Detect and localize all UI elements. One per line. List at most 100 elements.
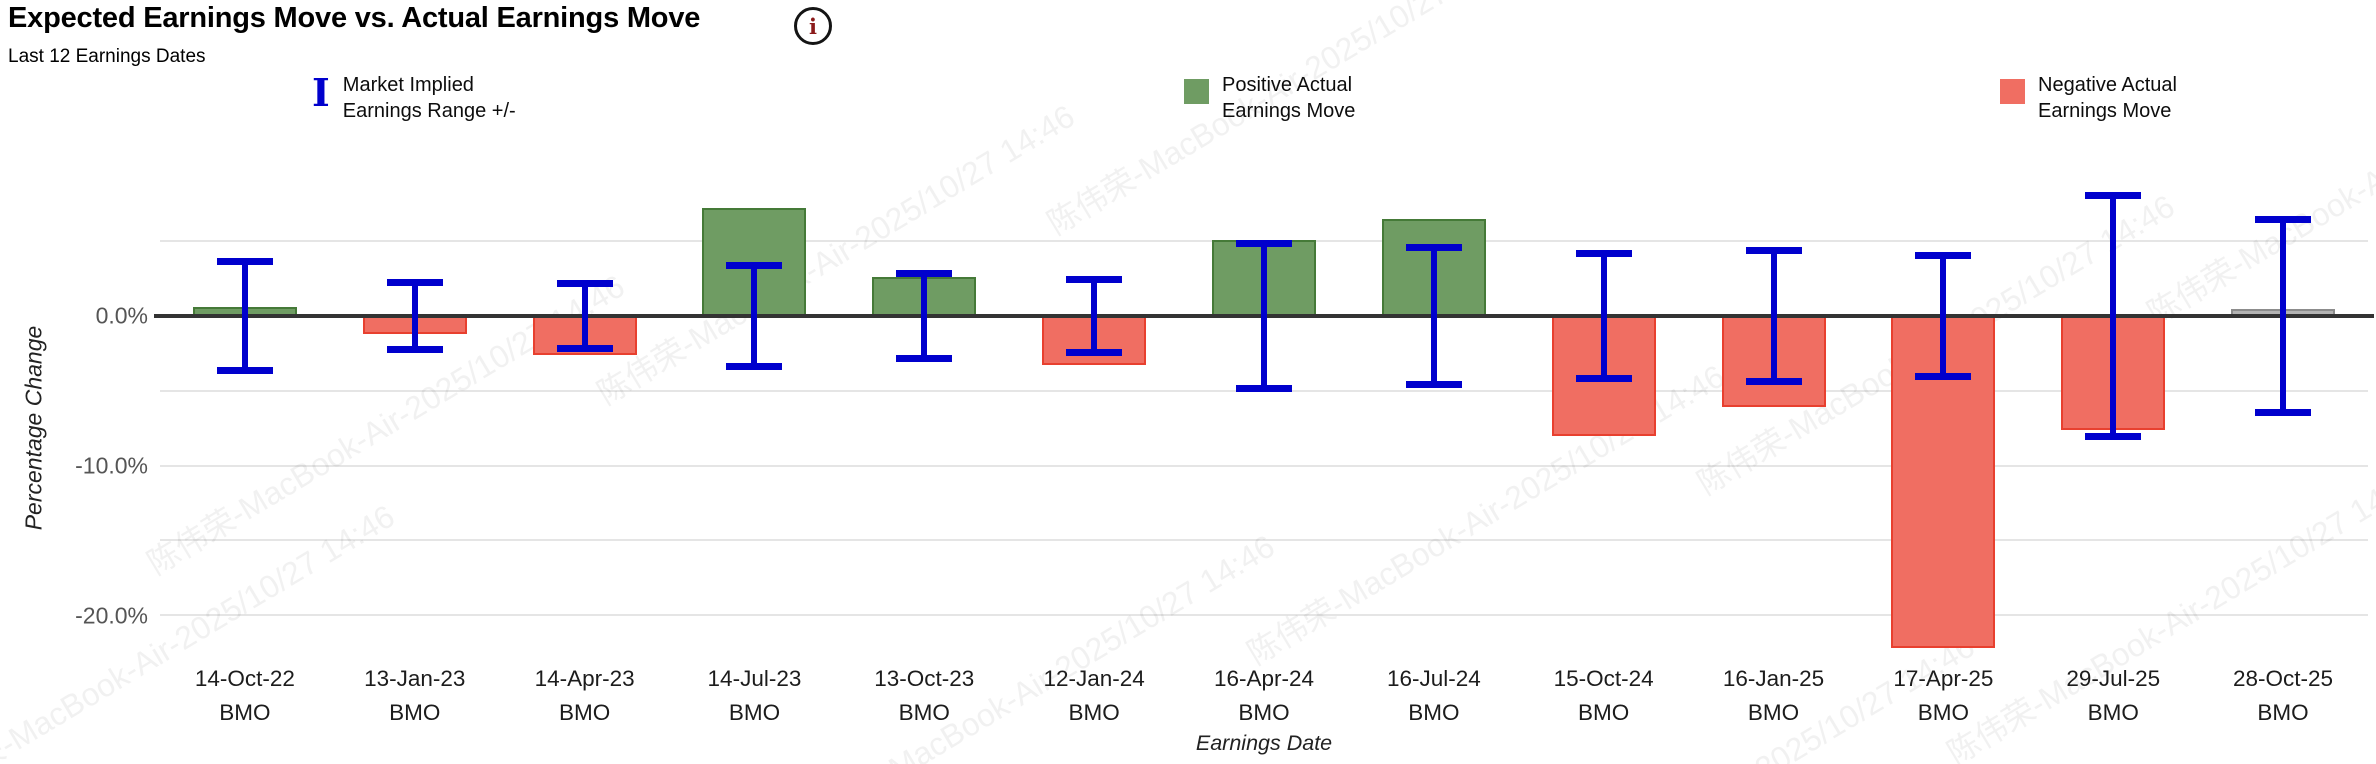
earnings-date-label: 17-Apr-25 <box>1893 666 1994 691</box>
plot-area <box>154 130 2374 656</box>
x-tick-label-28-Oct-25: 28-Oct-25 BMO <box>2193 662 2373 730</box>
session-label: BMO <box>1917 699 1969 725</box>
errorbar-top-cap <box>2255 215 2312 223</box>
y-tick-neg20: -20.0% <box>75 602 148 629</box>
info-icon[interactable]: i <box>794 7 832 45</box>
earnings-date-label: 16-Jul-24 <box>1386 666 1481 691</box>
page-title: Expected Earnings Move vs. Actual Earnin… <box>8 2 701 34</box>
legend-label: Positive Actual Earnings Move <box>1222 74 1356 123</box>
errorbar-bottom-cap <box>2255 409 2312 417</box>
x-tick-label-15-Oct-24: 15-Oct-24 BMO <box>1514 662 1694 730</box>
chart-subtitle: Last 12 Earnings Dates <box>8 46 206 67</box>
earnings-date-label: 14-Oct-22 <box>194 666 295 691</box>
positive-swatch-icon <box>1184 79 1209 104</box>
errorbar-line <box>581 283 588 349</box>
errorbar-bottom-cap <box>556 344 613 352</box>
session-label: BMO <box>1068 699 1120 725</box>
x-tick-label-14-Apr-23: 14-Apr-23 BMO <box>495 662 675 730</box>
x-tick-label-13-Oct-23: 13-Oct-23 BMO <box>834 662 1014 730</box>
gridline--10pct <box>160 464 2368 467</box>
session-label: BMO <box>2257 699 2309 725</box>
x-tick-label-12-Jan-24: 12-Jan-24 BMO <box>1004 662 1184 730</box>
earnings-date-label: 15-Oct-24 <box>1553 666 1654 691</box>
x-tick-label-14-Oct-22: 14-Oct-22 BMO <box>155 662 335 730</box>
errorbar-line <box>751 265 758 367</box>
errorbar-bottom-cap <box>1745 377 1802 385</box>
errorbar-bottom-cap <box>1575 374 1632 382</box>
errorbar-bottom-cap <box>1236 385 1292 393</box>
errorbar-top-cap <box>2085 191 2142 199</box>
errorbar-top-cap <box>1575 250 1632 258</box>
info-icon-glyph: i <box>809 13 817 39</box>
y-tick-0: 0.0% <box>95 302 148 329</box>
earnings-date-label: 12-Jan-24 <box>1043 666 1145 691</box>
legend-item-implied-range[interactable]: I Market Implied Earnings Range +/- <box>312 72 516 125</box>
earnings-date-label: 16-Apr-24 <box>1213 666 1315 691</box>
errorbar-top-cap <box>1745 247 1802 255</box>
errorbar-line <box>1091 278 1098 354</box>
errorbar-top-cap <box>1066 275 1123 283</box>
earnings-date-label: 16-Jan-25 <box>1722 666 1825 691</box>
errorbar-line <box>1600 253 1607 379</box>
session-label: BMO <box>1238 699 1290 725</box>
legend-item-positive-move[interactable]: Positive Actual Earnings Move <box>1184 72 1355 125</box>
session-label: BMO <box>219 699 271 725</box>
errorbar-top-cap <box>386 278 443 286</box>
x-tick-label-17-Apr-25: 17-Apr-25 BMO <box>1853 662 2033 730</box>
errorbar-top-cap <box>896 269 953 277</box>
errorbar-bottom-cap <box>726 362 783 370</box>
gridline--15pct <box>160 539 2368 542</box>
errorbar-line <box>2280 218 2287 414</box>
y-tick-neg10: -10.0% <box>75 452 148 479</box>
errorbar-top-cap <box>216 257 273 265</box>
x-tick-label-16-Apr-24: 16-Apr-24 BMO <box>1174 662 1354 730</box>
errorbar-line <box>411 281 418 351</box>
session-label: BMO <box>2087 699 2139 725</box>
earnings-date-label: 13-Oct-23 <box>874 666 975 691</box>
errorbar-line <box>1430 247 1437 385</box>
negative-swatch-icon <box>2000 79 2025 104</box>
x-tick-label-16-Jul-24: 16-Jul-24 BMO <box>1344 662 1524 730</box>
earnings-date-label: 14-Apr-23 <box>534 666 635 691</box>
session-label: BMO <box>898 699 950 725</box>
session-label: BMO <box>558 699 611 725</box>
errorbar-line <box>1940 254 1947 378</box>
errorbar-top-cap <box>1405 244 1462 252</box>
session-label: BMO <box>389 699 441 725</box>
earnings-date-label: 28-Oct-25 <box>2233 666 2334 691</box>
x-axis-title: Earnings Date <box>1195 731 1333 755</box>
errorbar-line <box>921 272 928 360</box>
session-label: BMO <box>728 699 781 725</box>
errorbar-top-cap <box>726 262 783 270</box>
errorbar-top-cap <box>556 280 613 288</box>
x-tick-label-13-Jan-23: 13-Jan-23 BMO <box>325 662 505 730</box>
errorbar-legend-icon: I <box>312 70 330 115</box>
session-label: BMO <box>1578 699 1630 725</box>
errorbar-top-cap <box>1915 251 1972 259</box>
errorbar-top-cap <box>1236 239 1292 247</box>
x-tick-label-16-Jan-25: 16-Jan-25 BMO <box>1684 662 1864 730</box>
errorbar-bottom-cap <box>216 367 273 375</box>
earnings-date-label: 13-Jan-23 <box>364 666 466 691</box>
x-tick-label-29-Jul-25: 29-Jul-25 BMO <box>2023 662 2203 730</box>
errorbar-bottom-cap <box>1066 349 1123 357</box>
earnings-date-label: 29-Jul-25 <box>2066 666 2161 691</box>
session-label: BMO <box>1747 699 1800 725</box>
errorbar-bottom-cap <box>386 346 443 354</box>
legend-label: Negative Actual Earnings Move <box>2038 74 2177 123</box>
earnings-date-label: 14-Jul-23 <box>707 666 802 691</box>
x-tick-label-14-Jul-23: 14-Jul-23 BMO <box>664 662 844 730</box>
legend-label: Market Implied Earnings Range +/- <box>342 74 516 123</box>
errorbar-line <box>241 260 248 372</box>
errorbar-bottom-cap <box>1915 373 1972 381</box>
gridline--20pct <box>160 614 2368 616</box>
errorbar-line <box>1770 250 1777 382</box>
errorbar-line <box>1261 242 1267 390</box>
errorbar-bottom-cap <box>896 355 953 363</box>
errorbar-bottom-cap <box>1405 380 1462 388</box>
legend-item-negative-move[interactable]: Negative Actual Earnings Move <box>2000 72 2177 125</box>
errorbar-bottom-cap <box>2085 433 2142 441</box>
errorbar-line <box>2110 194 2117 438</box>
session-label: BMO <box>1408 699 1460 725</box>
